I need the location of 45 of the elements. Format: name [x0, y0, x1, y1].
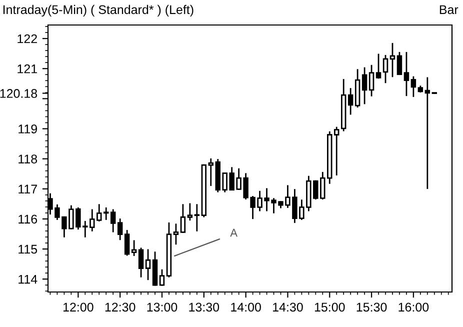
- candlestick: [362, 67, 368, 104]
- chart-title: Intraday(5-Min) ( Standard* ) (Left): [3, 4, 194, 17]
- x-tick-label: 13:30: [189, 302, 220, 312]
- candlestick: [103, 207, 109, 220]
- x-tick-label: 15:30: [356, 302, 387, 312]
- x-tick-label: 12:30: [105, 302, 136, 312]
- x-tick-label: 14:30: [273, 302, 303, 312]
- candlestick: [131, 240, 137, 256]
- y-tick-label: 114: [18, 275, 38, 284]
- candlestick: [334, 126, 340, 176]
- candlestick: [348, 88, 354, 115]
- candlestick: [368, 64, 374, 96]
- candlestick: [396, 52, 402, 76]
- candlestick: [124, 230, 130, 256]
- candlestick: [138, 248, 144, 278]
- candlestick: [145, 249, 151, 280]
- candlestick: [376, 54, 382, 79]
- candlestick: [110, 209, 116, 232]
- y-tick-label: 121: [18, 64, 37, 74]
- x-tick-label: 13:00: [147, 302, 178, 312]
- y-tick-label: 119: [18, 124, 37, 134]
- y-tick-label: 120.18: [0, 89, 38, 98]
- candlestick: [424, 77, 430, 189]
- candlestick: [194, 204, 200, 232]
- chart-subtitle: Bar: [440, 5, 458, 14]
- candlestick: [187, 203, 193, 221]
- candlestick: [208, 158, 214, 186]
- annotation: A: [230, 228, 238, 237]
- x-tick-label: 16:00: [398, 302, 429, 312]
- candlestick: [390, 42, 396, 78]
- candlestick: [117, 218, 123, 240]
- candlestick: [410, 76, 416, 97]
- candlestick: [173, 224, 179, 245]
- x-tick-label: 12:00: [63, 302, 94, 312]
- x-tick-label: 15:00: [314, 302, 345, 312]
- y-tick-label: 116: [18, 214, 38, 224]
- y-tick-label: 117: [18, 184, 37, 194]
- candlestick: [180, 204, 186, 233]
- candlestick: [382, 54, 388, 84]
- candlestick: [404, 52, 410, 96]
- y-tick-label: 122: [18, 34, 37, 44]
- y-tick-label: 118: [18, 154, 38, 164]
- x-tick-label: 14:00: [231, 302, 261, 312]
- y-tick-label: 115: [18, 244, 38, 254]
- candlestick: [159, 269, 165, 286]
